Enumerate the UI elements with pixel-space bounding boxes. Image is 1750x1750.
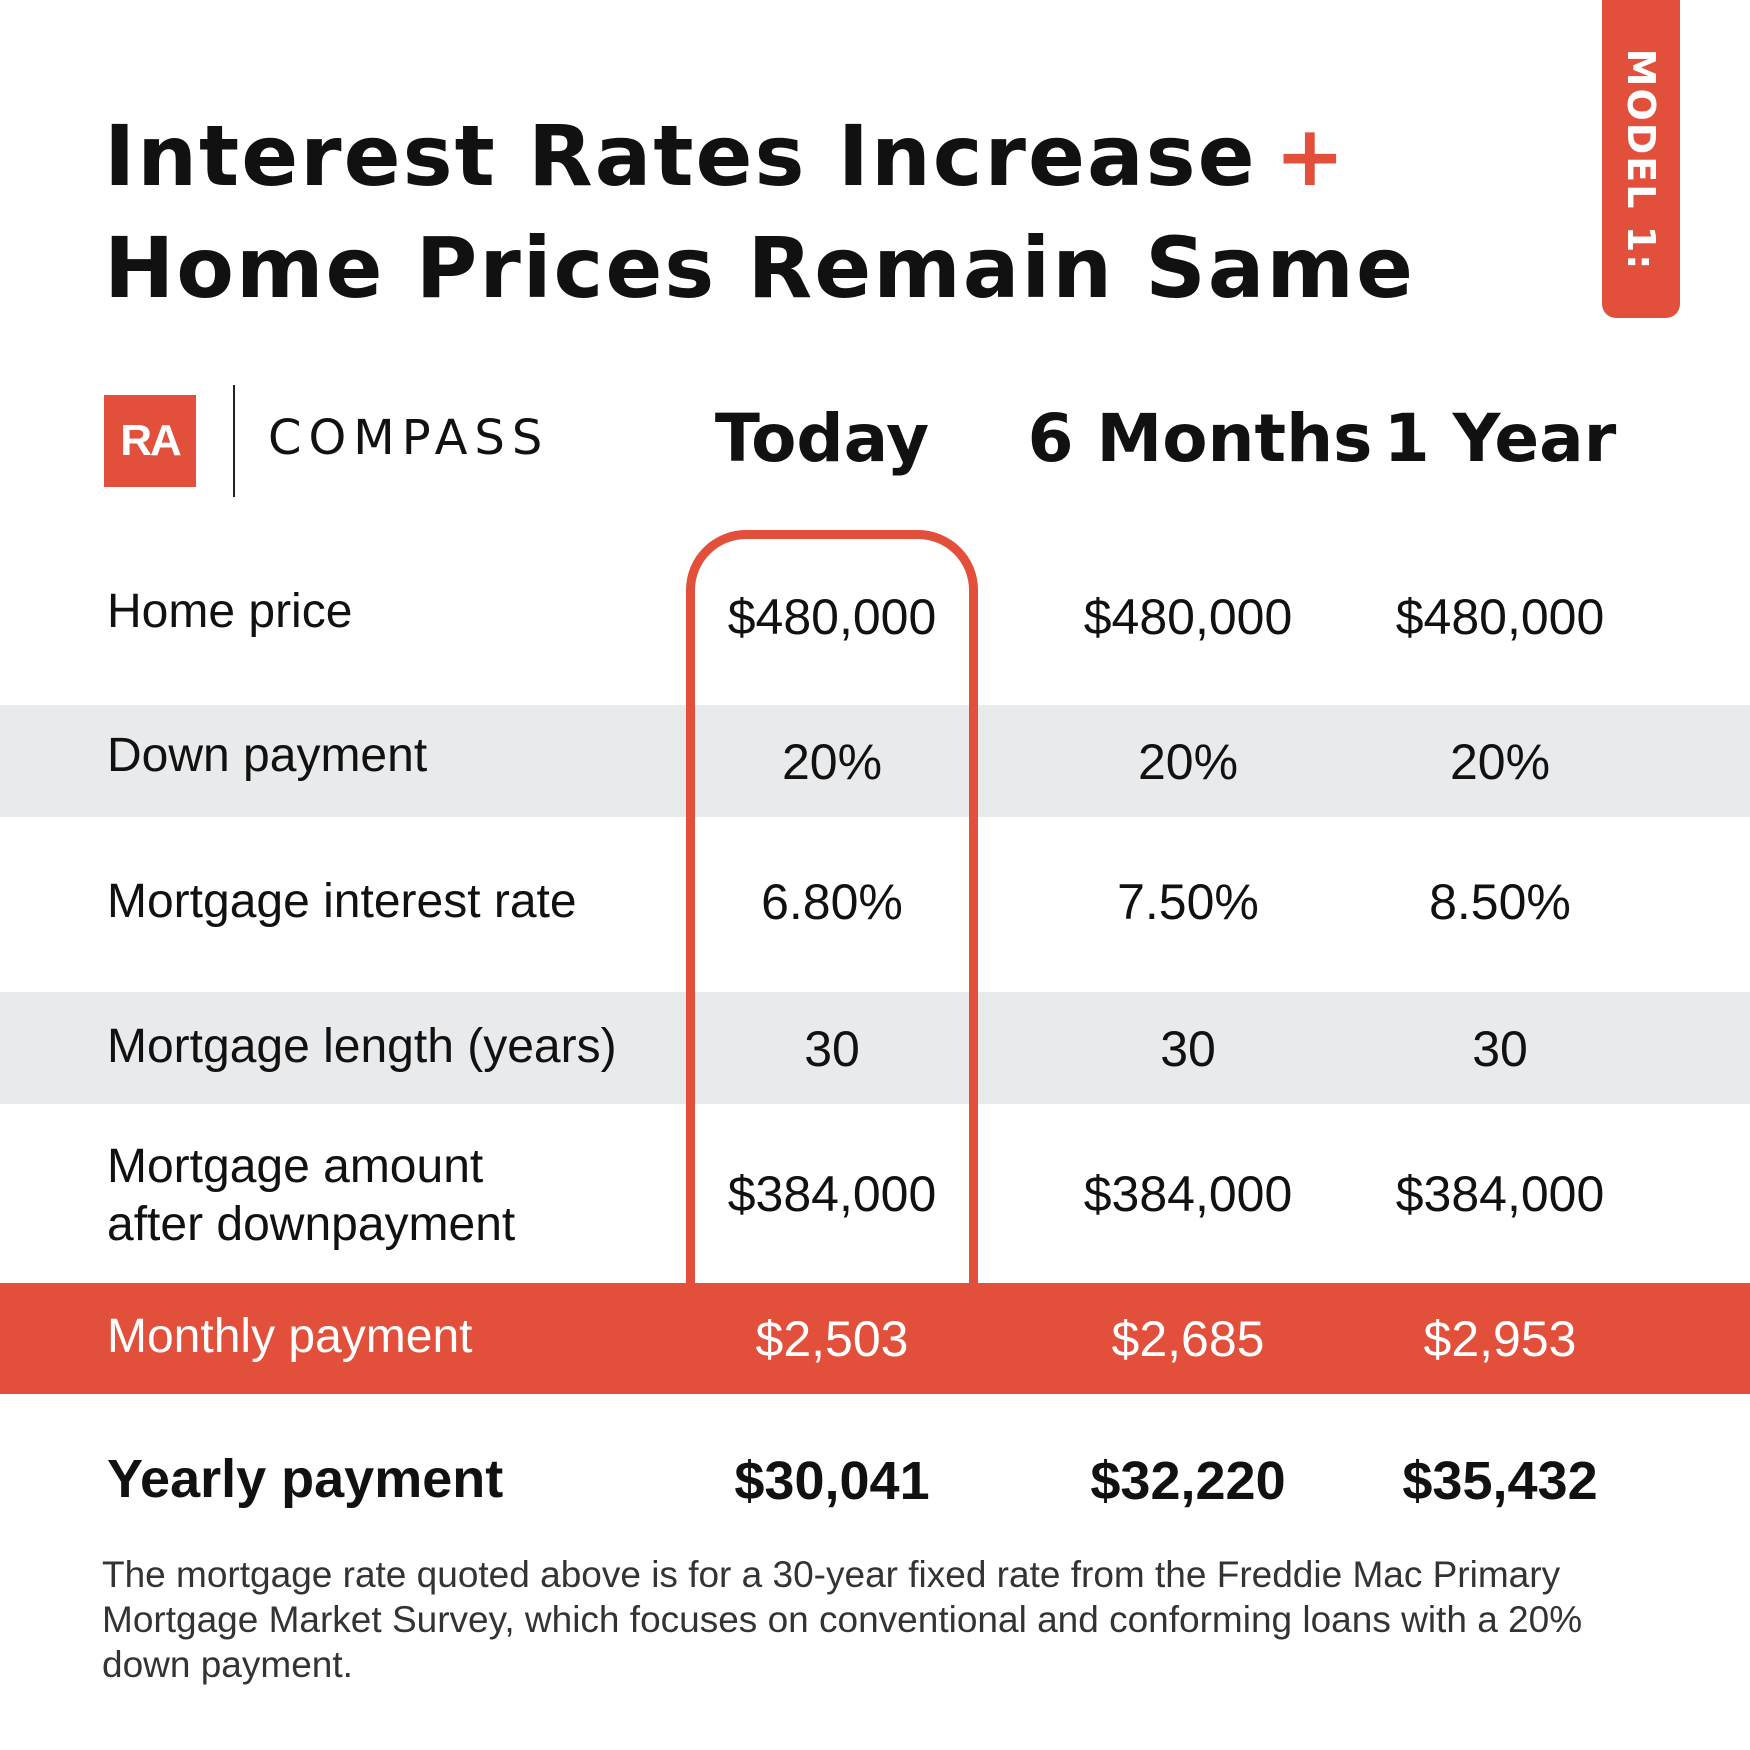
value-1-year: 20% — [1449, 734, 1551, 790]
ra-logo: RA — [104, 395, 196, 487]
row-label: Yearly payment — [107, 1449, 504, 1509]
title-line-2: Home Prices Remain Same — [104, 219, 1415, 317]
row-label: Mortgage length (years) — [107, 1020, 617, 1073]
logo-divider — [233, 385, 235, 497]
row-label-line-2: after downpayment — [107, 1198, 516, 1251]
table-row-down-payment: Down payment 20% 20% 20% — [0, 725, 1750, 805]
column-header-6-months: 6 Months — [1027, 400, 1373, 477]
value-today: $2,503 — [755, 1311, 909, 1367]
column-header-today: Today — [714, 400, 930, 477]
value-6-months: 30 — [1160, 1021, 1216, 1077]
compass-logo: COMPASS — [268, 410, 550, 466]
model-tab: MODEL 1: — [1602, 0, 1680, 318]
value-1-year: 30 — [1472, 1021, 1528, 1077]
plus-sign: + — [1274, 107, 1347, 205]
table-row-interest-rate: Mortgage interest rate 6.80% 7.50% 8.50% — [0, 870, 1750, 950]
row-band-down-payment — [0, 705, 1750, 817]
value-today: 20% — [781, 734, 883, 790]
row-band-mortgage-length — [0, 992, 1750, 1104]
value-today: $384,000 — [727, 1166, 937, 1222]
title-line-1: Interest Rates Increase + — [104, 107, 1347, 205]
value-6-months: $2,685 — [1111, 1311, 1265, 1367]
table-row-home-price: Home price $480,000 $480,000 $480,000 — [0, 578, 1750, 658]
value-1-year: $384,000 — [1395, 1166, 1605, 1222]
value-6-months: $384,000 — [1083, 1166, 1293, 1222]
model-tab-label: MODEL 1: — [1619, 48, 1663, 272]
value-today: 30 — [804, 1021, 860, 1077]
footnote: The mortgage rate quoted above is for a … — [102, 1554, 1583, 1685]
row-label: Mortgage interest rate — [107, 875, 577, 928]
row-label: Down payment — [107, 729, 428, 782]
row-label-line-1: Mortgage amount — [107, 1140, 484, 1193]
row-label: Home price — [107, 585, 353, 638]
today-column-highlight — [686, 530, 978, 1290]
page-title: Interest Rates Increase + Home Prices Rem… — [104, 100, 1415, 324]
table-row-mortgage-amount: Mortgage amount after downpayment $384,0… — [0, 1138, 1750, 1268]
table-row-monthly-payment: Monthly payment $2,503 $2,685 $2,953 — [0, 1308, 1750, 1388]
value-today: $480,000 — [727, 589, 937, 645]
value-6-months: $480,000 — [1083, 589, 1293, 645]
row-band-monthly-payment — [0, 1283, 1750, 1394]
row-label: Monthly payment — [107, 1310, 473, 1363]
value-6-months: $32,220 — [1090, 1451, 1286, 1511]
table-row-mortgage-length: Mortgage length (years) 30 30 30 — [0, 1016, 1750, 1096]
value-1-year: 8.50% — [1429, 874, 1571, 930]
value-1-year: $480,000 — [1395, 589, 1605, 645]
value-today: $30,041 — [734, 1451, 930, 1511]
table-row-yearly-payment: Yearly payment $30,041 $32,220 $35,432 — [0, 1450, 1750, 1530]
value-1-year: $2,953 — [1423, 1311, 1577, 1367]
value-today: 6.80% — [761, 874, 903, 930]
value-6-months: 20% — [1137, 734, 1239, 790]
value-6-months: 7.50% — [1117, 874, 1259, 930]
column-header-1-year: 1 Year — [1383, 400, 1617, 477]
value-1-year: $35,432 — [1402, 1451, 1598, 1511]
